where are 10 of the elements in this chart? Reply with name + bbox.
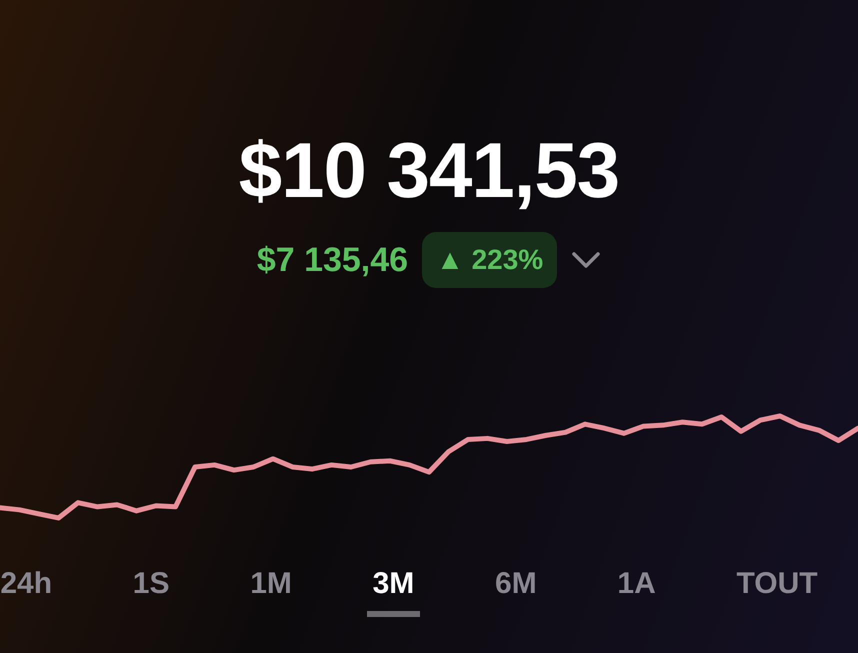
text: 3M <box>372 566 416 602</box>
chart-title: $10 341,53 <box>238 125 620 216</box>
text: 1S <box>132 566 170 602</box>
text: 1M <box>249 566 293 602</box>
text: 6M <box>494 566 538 602</box>
text: 24h <box>0 566 54 602</box>
text: 1A <box>616 566 657 602</box>
text: $7 135,46 <box>256 240 408 280</box>
text: TOUT <box>736 566 819 602</box>
text: ▲ 223% <box>422 232 558 288</box>
